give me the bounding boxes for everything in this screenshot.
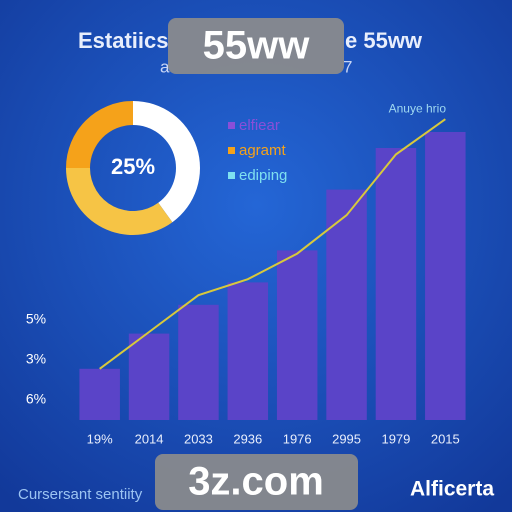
legend-label: ediping bbox=[239, 167, 287, 184]
bar bbox=[227, 282, 269, 420]
legend-swatch bbox=[228, 147, 235, 154]
donut-segment bbox=[66, 101, 133, 168]
x-tick-label: 19% bbox=[87, 431, 113, 446]
logo: Alficerta bbox=[410, 478, 494, 501]
legend-swatch bbox=[228, 122, 235, 129]
legend-swatch bbox=[228, 172, 235, 179]
bar bbox=[79, 368, 120, 420]
watermark: 55ww bbox=[203, 24, 311, 68]
annotation: Anuye hrio bbox=[389, 101, 447, 115]
bar bbox=[128, 333, 170, 420]
title: Estatiics bbox=[78, 28, 169, 53]
center-label: 25% bbox=[111, 154, 155, 179]
y-label: 5% bbox=[26, 311, 46, 327]
footer: Cursersant sentiity bbox=[18, 486, 143, 503]
watermark-box bbox=[168, 18, 344, 74]
legend-label: elfiear bbox=[239, 117, 280, 134]
bar bbox=[276, 250, 318, 420]
legend-label: agramt bbox=[239, 142, 287, 159]
x-tick-label: 2014 bbox=[135, 431, 164, 446]
x-tick-label: 2936 bbox=[233, 431, 262, 446]
watermark: 3z.com bbox=[188, 460, 324, 504]
x-tick-label: 1979 bbox=[381, 431, 410, 446]
title: e 55ww bbox=[345, 28, 423, 53]
x-tick-label: 2995 bbox=[332, 431, 361, 446]
bar bbox=[375, 148, 417, 420]
subtitle: 7 bbox=[343, 57, 352, 76]
bar bbox=[178, 304, 219, 420]
x-tick-label: 1976 bbox=[283, 431, 312, 446]
donut-segment bbox=[66, 168, 173, 235]
donut-segment bbox=[133, 101, 200, 223]
bar bbox=[425, 132, 466, 420]
line bbox=[99, 118, 446, 370]
x-tick-label: 2015 bbox=[431, 431, 460, 446]
y-label: 6% bbox=[26, 391, 46, 407]
y-label: 3% bbox=[26, 351, 46, 367]
bar bbox=[326, 189, 367, 420]
watermark-box bbox=[155, 454, 358, 510]
x-tick-label: 2033 bbox=[184, 431, 213, 446]
subtitle: a bbox=[160, 57, 170, 76]
